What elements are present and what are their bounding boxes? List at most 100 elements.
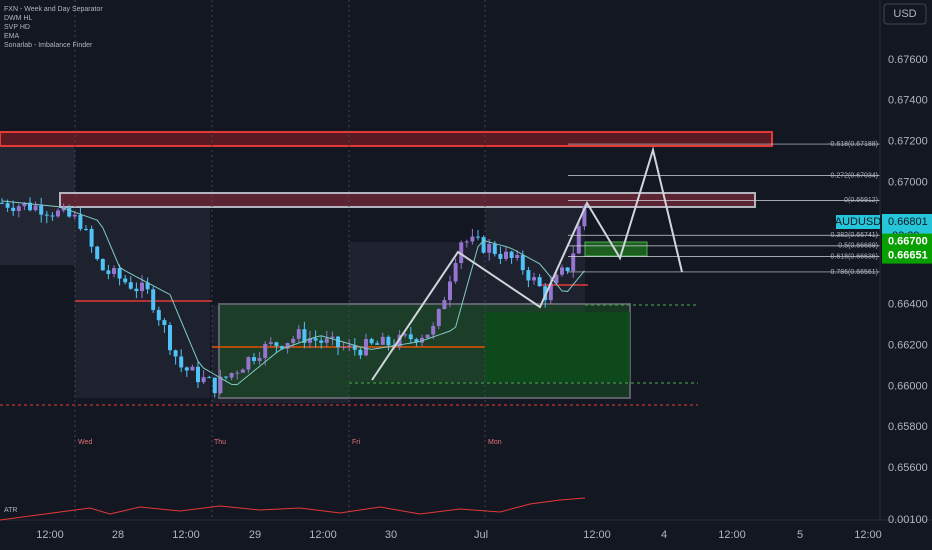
candle	[341, 346, 346, 348]
indicator-name: FXN - Week and Day Separator	[4, 6, 103, 13]
candle	[448, 281, 452, 301]
time-tick-label: 28	[112, 529, 124, 541]
fib-label: 0(0.66912)	[844, 197, 878, 204]
candle	[156, 309, 161, 321]
candle	[274, 342, 279, 347]
candle	[302, 329, 307, 343]
candle	[504, 251, 508, 259]
candle	[240, 369, 245, 373]
price-tick-label: 0.65600	[888, 462, 928, 474]
candle	[280, 346, 284, 349]
candle	[72, 214, 77, 217]
candle	[476, 236, 480, 238]
candle	[140, 282, 144, 292]
candle	[162, 320, 167, 326]
candle	[84, 228, 88, 230]
time-tick-label: 12:00	[36, 529, 64, 541]
candle	[498, 253, 503, 259]
candle	[117, 268, 122, 279]
fib-label: 0.618(0.66636)	[831, 253, 878, 260]
candle	[453, 263, 458, 282]
candle	[190, 366, 195, 371]
time-tick-label: 12:00	[309, 529, 337, 541]
candle	[375, 343, 380, 345]
symbol-tag: AUDUSD	[835, 216, 882, 228]
candle	[414, 339, 419, 343]
session-box	[212, 305, 349, 403]
candle	[576, 226, 581, 254]
currency[interactable]: USD	[893, 8, 916, 20]
demand-zone	[485, 312, 630, 382]
time-tick-label: 4	[661, 529, 667, 541]
candle	[408, 334, 413, 340]
candle	[246, 357, 251, 370]
candle	[168, 325, 172, 351]
candle	[263, 343, 268, 359]
candle	[470, 236, 475, 242]
candle	[252, 357, 256, 361]
candle	[403, 334, 408, 336]
candle	[56, 210, 60, 217]
candle	[319, 340, 324, 343]
candle	[218, 376, 223, 394]
candle	[464, 241, 469, 243]
supply-zone	[0, 131, 773, 147]
candle	[95, 246, 100, 260]
fib-label: 0.382(0.66741)	[831, 232, 878, 239]
price-tick-label: 0.66400	[888, 299, 928, 311]
time-tick-label: 29	[249, 529, 261, 541]
day-label: Thu	[214, 439, 226, 446]
candle	[554, 274, 559, 284]
candle	[151, 289, 156, 310]
candle	[386, 336, 391, 346]
candle	[229, 373, 234, 378]
candle	[67, 207, 72, 217]
price-tag-bg	[882, 233, 932, 250]
price-tag-bg	[882, 247, 932, 264]
atr-label: ATR	[4, 507, 17, 514]
candle	[173, 350, 178, 357]
price-tag: 0.66801	[888, 216, 928, 228]
candle	[459, 242, 464, 264]
price-tag: 0.66700	[888, 236, 928, 248]
candle	[207, 377, 212, 379]
price-tick-label: 0.66000	[888, 380, 928, 392]
fib-label: -0.618(0.67188)	[828, 141, 878, 148]
candle	[364, 339, 368, 356]
projection	[371, 146, 683, 381]
candle	[442, 300, 447, 310]
candle	[78, 214, 83, 229]
candle	[0, 202, 4, 204]
atr-line	[0, 497, 586, 521]
candle	[532, 277, 536, 281]
candle	[5, 203, 10, 208]
time-tick-label: 12:00	[172, 529, 200, 541]
candle	[285, 343, 290, 349]
candle	[537, 277, 542, 287]
candle	[50, 215, 55, 217]
candle	[520, 254, 525, 271]
currency-button[interactable]	[883, 3, 927, 25]
candle	[358, 349, 363, 356]
candle	[487, 243, 492, 253]
candle	[224, 376, 228, 378]
candle	[560, 267, 564, 275]
candle	[128, 282, 133, 289]
candle	[39, 205, 44, 215]
candle	[184, 367, 189, 371]
candle	[515, 254, 520, 259]
candle	[313, 338, 318, 341]
candle	[352, 345, 357, 350]
candle	[397, 334, 402, 347]
atr-axis-label: 0.00100	[888, 514, 928, 526]
fvg	[584, 241, 648, 257]
candle	[308, 338, 312, 343]
fib-label: 0.5(0.66689)	[838, 243, 878, 250]
candle	[330, 336, 335, 339]
plot	[0, 0, 880, 520]
price-tick-label: 0.65800	[888, 421, 928, 433]
candle	[420, 337, 424, 343]
candle	[257, 358, 262, 361]
candle	[548, 283, 553, 301]
price-tick-label: 0.67600	[888, 54, 928, 66]
